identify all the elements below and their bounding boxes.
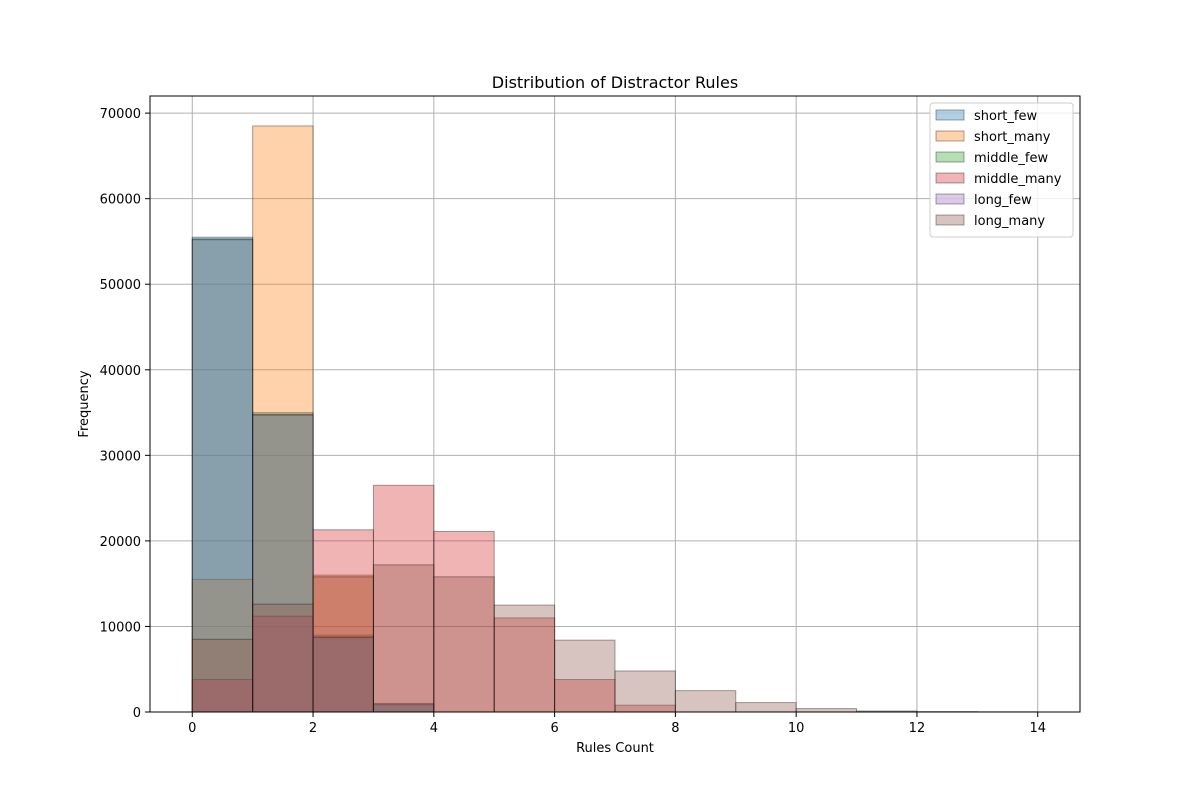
- series-short_many: [191, 125, 374, 713]
- bar-long_many: [372, 564, 435, 713]
- legend-swatch: [935, 214, 965, 226]
- legend-box: [929, 102, 1074, 238]
- bar-middle_few: [191, 238, 254, 713]
- y-tick-label: 40000: [100, 364, 141, 379]
- legend-label: short_many: [974, 130, 1051, 145]
- y-tick-label: 50000: [100, 278, 141, 293]
- bar-long_few: [252, 414, 314, 713]
- bar-long_many: [795, 708, 858, 713]
- y-tick-label: 10000: [100, 620, 141, 635]
- series-short_few: [191, 236, 435, 713]
- legend-label: middle_many: [974, 172, 1062, 187]
- x-tick-label: 4: [430, 721, 438, 736]
- bar-long_many: [554, 639, 616, 713]
- y-tick-label: 0: [133, 706, 141, 721]
- bar-middle_many: [433, 530, 495, 713]
- legend-swatch: [935, 130, 965, 142]
- bar-long_many: [312, 576, 374, 713]
- bar-long_many: [191, 638, 254, 713]
- chart-title: Distribution of Distractor Rules: [492, 73, 738, 92]
- legend-swatch: [935, 172, 965, 184]
- x-axis-label: Rules Count: [576, 741, 654, 756]
- legend-swatch: [935, 193, 965, 205]
- legend-swatch: [935, 151, 965, 163]
- x-tick-label: 0: [188, 721, 196, 736]
- bar-long_few: [312, 637, 374, 713]
- series-long_many: [191, 564, 1039, 713]
- bar-middle_many: [493, 617, 556, 713]
- series-long_few: [191, 239, 435, 713]
- legend-label: middle_few: [974, 151, 1048, 166]
- bar-short_many: [252, 125, 314, 713]
- y-tick-label: 30000: [100, 449, 141, 464]
- bar-short_few: [312, 634, 374, 713]
- bar-middle_few: [312, 636, 374, 713]
- legend-label: long_few: [974, 193, 1032, 208]
- bar-middle_many: [554, 678, 616, 713]
- x-tick-label: 14: [1029, 721, 1046, 736]
- x-tick-label: 8: [671, 721, 679, 736]
- bar-long_many: [735, 702, 797, 713]
- bar-short_few: [252, 412, 314, 713]
- y-axis-label: Frequency: [77, 370, 92, 437]
- x-tick-label: 12: [909, 721, 926, 736]
- bar-middle_many: [372, 484, 435, 713]
- x-axis-ticks: 0 2 4 6 8 10 12 14: [188, 712, 1046, 736]
- legend-swatch: [935, 109, 965, 121]
- plot-frame: [149, 95, 1081, 713]
- x-tick-label: 6: [550, 721, 558, 736]
- bar-long_many: [433, 576, 495, 713]
- legend-label: short_few: [974, 109, 1037, 124]
- legend-label: long_many: [974, 214, 1045, 229]
- bar-long_many: [252, 603, 314, 713]
- bar-middle_many: [191, 678, 254, 713]
- x-tick-label: 10: [788, 721, 805, 736]
- legend: short_few short_many middle_few middle_many…: [929, 102, 1074, 238]
- series-middle_few: [191, 238, 435, 713]
- y-tick-label: 60000: [100, 193, 141, 208]
- series-middle_many: [191, 484, 676, 713]
- bar-long_many: [614, 670, 676, 713]
- bar-middle_many: [252, 615, 314, 713]
- y-axis-ticks: 0 10000 20000 30000 40000 50000 60000 70000: [100, 107, 150, 721]
- bar-short_many: [312, 574, 374, 713]
- bar-short_few: [191, 236, 254, 713]
- x-tick-label: 2: [309, 721, 317, 736]
- bar-middle_few: [252, 413, 314, 713]
- y-tick-label: 70000: [100, 107, 141, 122]
- bar-long_many: [493, 604, 556, 713]
- bar-long_many: [674, 690, 737, 713]
- y-tick-label: 20000: [100, 535, 141, 550]
- bar-long_few: [191, 239, 254, 713]
- bar-middle_many: [312, 529, 374, 713]
- bars: [191, 125, 1039, 713]
